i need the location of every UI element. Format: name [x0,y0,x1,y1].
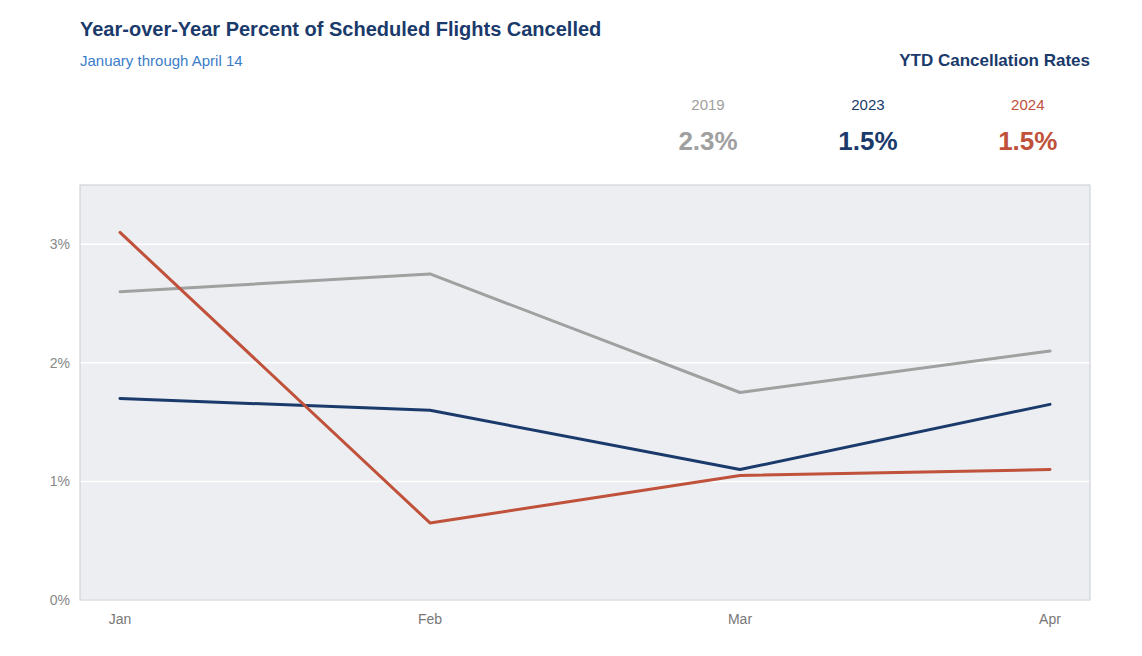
series-line [120,274,1050,393]
plot-frame [80,185,1090,600]
lines [120,232,1050,523]
title: Year-over-Year Percent of Scheduled Flig… [80,18,601,40]
plot-background [80,185,1090,600]
chart: Year-over-Year Percent of Scheduled Flig… [0,0,1142,656]
x-tick-label: Feb [418,611,442,627]
grid-line [80,481,1090,483]
annotation-value: 2.3% [678,126,737,156]
y-tick-label: 0% [50,592,70,608]
annotation-value: 1.5% [838,126,897,156]
annotation-heading: YTD Cancellation Rates [899,51,1090,70]
grid-line [80,244,1090,246]
x-tick-label: Mar [728,611,752,627]
chart-container: Year-over-Year Percent of Scheduled Flig… [0,0,1142,656]
series-label: 2019 [691,96,724,113]
x-tick-label: Jan [109,611,132,627]
page: {"chart_data": { "type": "line", "title"… [0,0,1142,656]
x-tick-label: Apr [1039,611,1061,627]
y-tick-label: 2% [50,355,70,371]
y-tick-label: 3% [50,236,70,252]
y-tick-label: 1% [50,473,70,489]
grid-line [80,362,1090,364]
grid [80,244,1090,600]
series-line [120,232,1050,523]
annotation-value: 1.5% [998,126,1057,156]
subtitle: January through April 14 [80,52,243,69]
series-label: 2023 [851,96,884,113]
series-label: 2024 [1011,96,1044,113]
series-line [120,398,1050,469]
